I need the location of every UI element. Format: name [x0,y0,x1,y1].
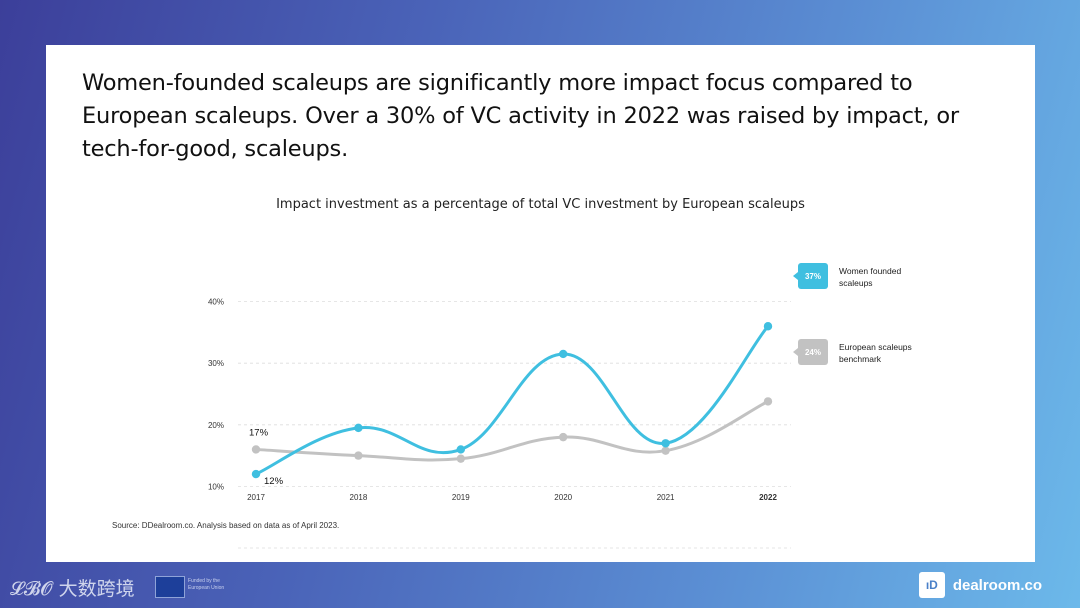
y-tick-label: 40% [208,298,224,307]
x-tick-label: 2021 [657,493,675,502]
dealroom-logo: ıD dealroom.co [918,572,1042,598]
women-founded-data-point [763,322,773,331]
slide-card: Women-founded scaleups are significantly… [46,45,1035,562]
x-tick-label: 2020 [554,493,572,502]
line-chart: 10% 20% 30% 40% 2017 2018 2019 2020 2021 2022 17%… [208,263,912,549]
x-tick-label: 2019 [452,493,470,502]
women-founded-data-point [251,469,261,479]
data-label: 12% [264,476,284,487]
badge-box [798,263,828,289]
dealroom-name: dealroom.co [952,576,1042,594]
dealroom-mark-icon: ıD [918,572,945,598]
badge-pointer [793,272,798,280]
women-founded-series-line [255,325,770,476]
europe-benchmark-data-point [661,446,670,455]
europe-benchmark-data-point [456,454,465,463]
europe-benchmark-data-point [354,451,363,460]
women-founded-end-badge: 37% [793,263,828,289]
europe-benchmark-data-point [559,432,568,442]
europe-benchmark-end-badge: 24% [793,339,828,365]
women-founded-data-point [354,423,363,433]
women-founded-data-point [559,349,568,359]
badge-pointer [793,348,798,356]
eu-flag-icon [155,576,185,598]
y-tick-label: 10% [208,482,224,491]
europe-benchmark-data-point [763,397,773,406]
headline: Women-founded scaleups are significantly… [82,70,959,162]
badge-value: 37% [805,272,821,281]
europe-benchmark-series-line [255,400,769,462]
women-founded-legend-label: Women founded scaleups [839,266,901,288]
source-note: Source: DDealroom.co. Analysis based on … [112,521,340,530]
data-label: 17% [249,427,269,438]
y-tick-label: 30% [208,359,224,368]
women-founded-data-point [456,445,465,454]
women-founded-data-point [661,439,670,448]
badge-box [798,339,828,365]
watermark-logo: 𝓛𝓑𝓞 大数跨境 [10,578,135,600]
eu-funding-text: Funded by the European Union [188,578,225,591]
europe-benchmark-data-point [251,445,261,454]
x-tick-label: 2017 [247,493,265,502]
x-tick-label: 2022 [759,493,777,502]
badge-value: 24% [805,348,821,357]
chart-title: Impact investment as a percentage of tot… [276,197,805,212]
x-tick-label: 2018 [350,493,368,502]
europe-benchmark-legend-label: European scaleups benchmark [839,342,912,364]
y-tick-label: 20% [208,421,224,430]
